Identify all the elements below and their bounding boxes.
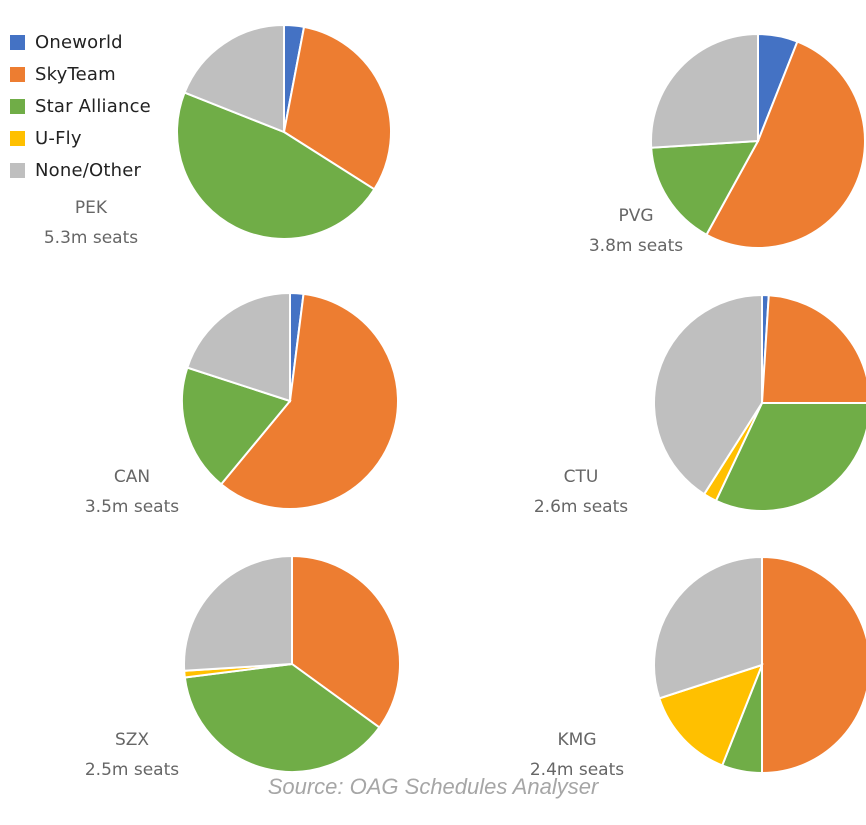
- airport-code-ctu: CTU: [563, 467, 599, 487]
- legend-item-star-alliance: Star Alliance: [10, 90, 151, 122]
- pie-kmg: [653, 555, 866, 775]
- airport-seats-can: 3.5m seats: [84, 497, 180, 517]
- label-can: CAN 3.5m seats: [52, 462, 212, 522]
- label-ctu: CTU 2.6m seats: [501, 462, 661, 522]
- slice-can-star-alliance: [181, 366, 292, 486]
- legend-label-none-other: None/Other: [35, 159, 142, 181]
- slice-pvg-star-alliance: [650, 139, 760, 237]
- airport-code-szx: SZX: [114, 730, 150, 750]
- slice-pvg-skyteam: [705, 40, 866, 249]
- legend-label-u-fly: U-Fly: [35, 127, 82, 149]
- legend-swatch-u-fly: [10, 130, 25, 146]
- label-pek: PEK 5.3m seats: [11, 193, 171, 253]
- slice-pek-none-other: [183, 23, 285, 134]
- legend-swatch-skyteam: [10, 66, 25, 82]
- slice-kmg-skyteam: [761, 555, 866, 775]
- legend-item-oneworld: Oneworld: [10, 26, 151, 58]
- label-kmg: KMG 2.4m seats: [497, 725, 657, 785]
- airport-code-can: CAN: [113, 467, 151, 487]
- legend-swatch-star-alliance: [10, 98, 25, 114]
- airport-seats-szx: 2.5m seats: [84, 760, 180, 780]
- slice-szx-skyteam: [291, 554, 401, 729]
- legend-label-skyteam: SkyTeam: [35, 63, 116, 85]
- airport-seats-ctu: 2.6m seats: [533, 497, 629, 517]
- pie-ctu: [653, 293, 866, 512]
- slice-kmg-none-other: [653, 555, 763, 700]
- airport-seats-kmg: 2.4m seats: [529, 760, 625, 780]
- legend-label-oneworld: Oneworld: [35, 31, 123, 53]
- pie-can: [181, 291, 399, 510]
- airport-code-kmg: KMG: [557, 730, 597, 750]
- pie-pek: [176, 23, 392, 240]
- slice-ctu-star-alliance: [714, 402, 866, 512]
- slice-can-none-other: [186, 291, 291, 403]
- slice-szx-none-other: [183, 554, 293, 672]
- label-szx: SZX 2.5m seats: [52, 725, 212, 785]
- slice-szx-star-alliance: [183, 662, 381, 773]
- airport-seats-pek: 5.3m seats: [43, 228, 139, 248]
- airport-code-pvg: PVG: [618, 206, 654, 226]
- legend-item-none-other: None/Other: [10, 154, 151, 186]
- slice-pvg-none-other: [650, 32, 759, 149]
- slice-can-skyteam: [219, 292, 399, 510]
- legend-item-u-fly: U-Fly: [10, 122, 151, 154]
- legend-swatch-oneworld: [10, 34, 25, 50]
- legend-swatch-none-other: [10, 162, 25, 178]
- slice-pek-star-alliance: [176, 91, 376, 240]
- legend: Oneworld SkyTeam Star Alliance U-Fly Non…: [10, 26, 151, 186]
- label-pvg: PVG 3.8m seats: [556, 201, 716, 261]
- legend-item-skyteam: SkyTeam: [10, 58, 151, 90]
- airport-seats-pvg: 3.8m seats: [588, 236, 684, 256]
- slice-ctu-skyteam: [760, 294, 866, 404]
- pie-szx: [183, 554, 401, 773]
- slice-ctu-none-other: [653, 293, 763, 496]
- legend-label-star-alliance: Star Alliance: [35, 95, 151, 117]
- source-note: Source: OAG Schedules Analyser: [267, 774, 599, 799]
- airport-code-pek: PEK: [74, 198, 108, 218]
- pie-pvg: [650, 32, 866, 249]
